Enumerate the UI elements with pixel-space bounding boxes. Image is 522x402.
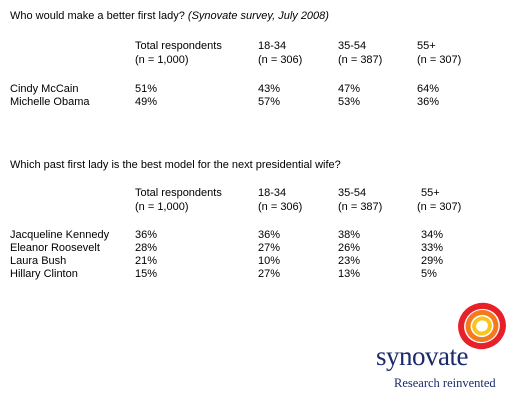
- brand-tagline: Research reinvented: [394, 376, 496, 390]
- cell-value: 13%: [338, 268, 361, 280]
- brand-name: synovate: [376, 341, 468, 371]
- t1-col-18-34-label: 18-34: [258, 40, 287, 52]
- cell-value: 27%: [258, 242, 281, 254]
- cell-value: 49%: [135, 96, 158, 108]
- cell-value: 5%: [421, 268, 437, 280]
- cell-value: 27%: [258, 268, 281, 280]
- t2-col-55plus-label: 55+: [421, 187, 440, 199]
- row-name: Hillary Clinton: [10, 268, 78, 280]
- row-name: Laura Bush: [10, 255, 67, 267]
- t2-col-35-54: 35-54 (n = 387): [338, 186, 382, 214]
- cell-value: 29%: [421, 255, 444, 267]
- cell-value: 10%: [258, 255, 281, 267]
- t2-col-18-34-label: 18-34: [258, 187, 287, 199]
- cell-value: 34%: [421, 229, 444, 241]
- t2-col-18-34-n: (n = 306): [258, 201, 303, 213]
- t1-col-18-34: 18-34 (n = 306): [258, 39, 302, 67]
- cell-value: 57%: [258, 96, 281, 108]
- t2-col-total-label: Total respondents: [135, 187, 222, 199]
- table1-title: Who would make a better first lady? (Syn…: [10, 10, 329, 23]
- cell-value: 26%: [338, 242, 361, 254]
- t1-col-total-label: Total respondents: [135, 40, 222, 52]
- synovate-rings-icon: [458, 302, 506, 350]
- t1-col-55plus-label: 55+: [417, 40, 436, 52]
- cell-value: 21%: [135, 255, 158, 267]
- t2-col-total: Total respondents (n = 1,000): [135, 186, 222, 214]
- cell-value: 36%: [135, 229, 158, 241]
- cell-value: 53%: [338, 96, 361, 108]
- cell-value: 33%: [421, 242, 444, 254]
- t1-col-55plus-n: (n = 307): [417, 54, 462, 66]
- t2-col-35-54-n: (n = 387): [338, 201, 383, 213]
- t2-col-55plus-n: (n = 307): [417, 201, 462, 213]
- cell-value: 23%: [338, 255, 361, 267]
- t2-col-35-54-label: 35-54: [338, 187, 367, 199]
- cell-value: 47%: [338, 83, 361, 95]
- t2-col-18-34: 18-34 (n = 306): [258, 186, 302, 214]
- cell-value: 15%: [135, 268, 158, 280]
- row-name: Eleanor Roosevelt: [10, 242, 100, 254]
- t1-col-18-34-n: (n = 306): [258, 54, 303, 66]
- cell-value: 43%: [258, 83, 281, 95]
- row-name: Michelle Obama: [10, 96, 90, 108]
- cell-value: 38%: [338, 229, 361, 241]
- t1-col-35-54-label: 35-54: [338, 40, 367, 52]
- t1-col-55plus: 55+ (n = 307): [417, 39, 461, 67]
- table2-title: Which past first lady is the best model …: [10, 159, 341, 171]
- table1-question: Who would make a better first lady?: [10, 10, 185, 22]
- t1-col-total-n: (n = 1,000): [135, 54, 189, 66]
- row-name: Jacqueline Kennedy: [10, 229, 110, 241]
- cell-value: 64%: [417, 83, 440, 95]
- cell-value: 28%: [135, 242, 158, 254]
- t2-col-55plus: 55+ (n = 307): [417, 186, 461, 214]
- cell-value: 36%: [258, 229, 281, 241]
- cell-value: 36%: [417, 96, 440, 108]
- t1-col-total: Total respondents (n = 1,000): [135, 39, 222, 67]
- t1-col-35-54: 35-54 (n = 387): [338, 39, 382, 67]
- t1-col-35-54-n: (n = 387): [338, 54, 383, 66]
- t2-col-total-n: (n = 1,000): [135, 201, 189, 213]
- row-name: Cindy McCain: [10, 83, 79, 95]
- table1-source-note: (Synovate survey, July 2008): [187, 10, 329, 22]
- cell-value: 51%: [135, 83, 158, 95]
